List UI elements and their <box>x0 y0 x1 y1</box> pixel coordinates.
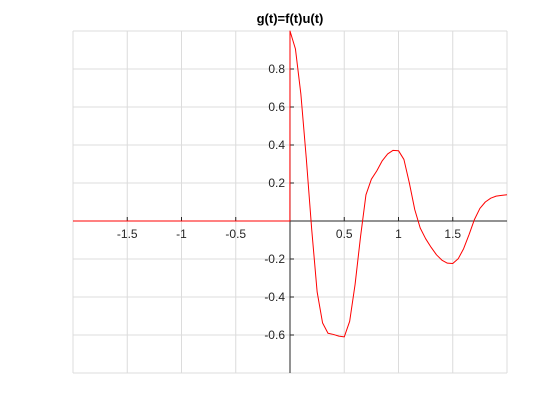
y-tick-label: -0.4 <box>264 290 285 304</box>
chart-title: g(t)=f(t)u(t) <box>257 11 324 26</box>
x-tick-label: -1.5 <box>117 227 138 241</box>
x-tick-label: 0.5 <box>336 227 353 241</box>
y-tick-label: 0.6 <box>268 100 285 114</box>
series-line <box>73 30 508 338</box>
y-tick-label: 0.8 <box>268 62 285 76</box>
tick-labels: -1.5 -1 -0.5 0.5 1 1.5 -0.6 -0.4 -0.2 0.2 0.4 0.6 0.… <box>117 62 462 342</box>
y-tick-label: 0.2 <box>268 176 285 190</box>
x-tick-label: -1 <box>176 227 187 241</box>
y-tick-label: 0.4 <box>268 138 285 152</box>
x-tick-label: 1.5 <box>444 227 461 241</box>
y-tick-label: -0.2 <box>264 252 285 266</box>
series-layer <box>73 30 508 338</box>
y-tick-label: -0.6 <box>264 328 285 342</box>
x-tick-label: 1 <box>395 227 402 241</box>
x-tick-label: -0.5 <box>225 227 246 241</box>
